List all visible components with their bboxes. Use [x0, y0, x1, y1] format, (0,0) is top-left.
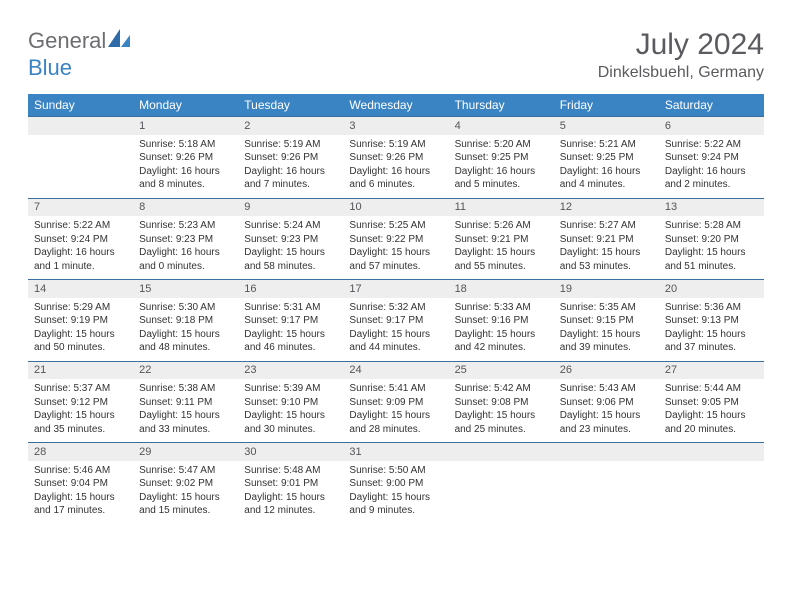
day-number-cell: 1: [133, 117, 238, 135]
day-detail-cell: Sunrise: 5:29 AMSunset: 9:19 PMDaylight:…: [28, 298, 133, 362]
day-number-cell: 14: [28, 280, 133, 298]
day-number-cell: 30: [238, 443, 343, 461]
day-number-cell: 31: [343, 443, 448, 461]
day-detail-row: Sunrise: 5:18 AMSunset: 9:26 PMDaylight:…: [28, 135, 764, 199]
day-detail-cell: Sunrise: 5:47 AMSunset: 9:02 PMDaylight:…: [133, 461, 238, 524]
day-detail-cell: Sunrise: 5:22 AMSunset: 9:24 PMDaylight:…: [28, 216, 133, 280]
brand-text-blue: Blue: [28, 55, 72, 80]
page-header: GeneralBlue July 2024 Dinkelsbuehl, Germ…: [28, 28, 764, 82]
day-number-cell: [659, 443, 764, 461]
day-number-cell: 15: [133, 280, 238, 298]
day-detail-row: Sunrise: 5:46 AMSunset: 9:04 PMDaylight:…: [28, 461, 764, 524]
day-detail-cell: Sunrise: 5:37 AMSunset: 9:12 PMDaylight:…: [28, 379, 133, 443]
brand-text: GeneralBlue: [28, 28, 130, 81]
day-number-cell: 18: [449, 280, 554, 298]
day-detail-cell: Sunrise: 5:39 AMSunset: 9:10 PMDaylight:…: [238, 379, 343, 443]
title-block: July 2024 Dinkelsbuehl, Germany: [598, 28, 764, 82]
day-number-row: 28293031: [28, 443, 764, 461]
day-number-cell: 16: [238, 280, 343, 298]
day-number-cell: [28, 117, 133, 135]
day-number-cell: 17: [343, 280, 448, 298]
day-number-row: 123456: [28, 117, 764, 135]
day-number-cell: 5: [554, 117, 659, 135]
weekday-header: Thursday: [449, 94, 554, 117]
weekday-header: Saturday: [659, 94, 764, 117]
day-detail-cell: Sunrise: 5:19 AMSunset: 9:26 PMDaylight:…: [238, 135, 343, 199]
day-number-cell: 3: [343, 117, 448, 135]
day-detail-cell: Sunrise: 5:48 AMSunset: 9:01 PMDaylight:…: [238, 461, 343, 524]
day-number-cell: 11: [449, 198, 554, 216]
day-number-cell: 9: [238, 198, 343, 216]
day-detail-cell: Sunrise: 5:35 AMSunset: 9:15 PMDaylight:…: [554, 298, 659, 362]
day-detail-row: Sunrise: 5:22 AMSunset: 9:24 PMDaylight:…: [28, 216, 764, 280]
day-number-row: 21222324252627: [28, 361, 764, 379]
day-detail-cell: Sunrise: 5:31 AMSunset: 9:17 PMDaylight:…: [238, 298, 343, 362]
day-detail-cell: Sunrise: 5:50 AMSunset: 9:00 PMDaylight:…: [343, 461, 448, 524]
day-number-cell: 21: [28, 361, 133, 379]
weekday-header: Friday: [554, 94, 659, 117]
day-detail-cell: Sunrise: 5:30 AMSunset: 9:18 PMDaylight:…: [133, 298, 238, 362]
day-number-cell: 7: [28, 198, 133, 216]
day-detail-cell: Sunrise: 5:38 AMSunset: 9:11 PMDaylight:…: [133, 379, 238, 443]
day-detail-cell: Sunrise: 5:18 AMSunset: 9:26 PMDaylight:…: [133, 135, 238, 199]
day-detail-row: Sunrise: 5:29 AMSunset: 9:19 PMDaylight:…: [28, 298, 764, 362]
day-number-cell: 27: [659, 361, 764, 379]
day-number-cell: 29: [133, 443, 238, 461]
brand-text-gray: General: [28, 28, 106, 53]
page-title: July 2024: [598, 28, 764, 62]
brand-sail-icon: [108, 29, 130, 55]
day-detail-cell: Sunrise: 5:27 AMSunset: 9:21 PMDaylight:…: [554, 216, 659, 280]
weekday-header: Sunday: [28, 94, 133, 117]
day-number-cell: 28: [28, 443, 133, 461]
day-detail-row: Sunrise: 5:37 AMSunset: 9:12 PMDaylight:…: [28, 379, 764, 443]
page-subtitle: Dinkelsbuehl, Germany: [598, 64, 764, 82]
day-number-cell: 8: [133, 198, 238, 216]
day-number-cell: 19: [554, 280, 659, 298]
day-number-cell: 6: [659, 117, 764, 135]
day-number-cell: 4: [449, 117, 554, 135]
day-detail-cell: Sunrise: 5:23 AMSunset: 9:23 PMDaylight:…: [133, 216, 238, 280]
day-number-cell: 10: [343, 198, 448, 216]
day-detail-cell: Sunrise: 5:24 AMSunset: 9:23 PMDaylight:…: [238, 216, 343, 280]
day-number-cell: 13: [659, 198, 764, 216]
day-detail-cell: Sunrise: 5:22 AMSunset: 9:24 PMDaylight:…: [659, 135, 764, 199]
calendar-header-row: SundayMondayTuesdayWednesdayThursdayFrid…: [28, 94, 764, 117]
day-detail-cell: Sunrise: 5:44 AMSunset: 9:05 PMDaylight:…: [659, 379, 764, 443]
day-detail-cell: [28, 135, 133, 199]
day-detail-cell: Sunrise: 5:42 AMSunset: 9:08 PMDaylight:…: [449, 379, 554, 443]
day-detail-cell: Sunrise: 5:26 AMSunset: 9:21 PMDaylight:…: [449, 216, 554, 280]
day-number-cell: [449, 443, 554, 461]
day-detail-cell: Sunrise: 5:19 AMSunset: 9:26 PMDaylight:…: [343, 135, 448, 199]
day-detail-cell: Sunrise: 5:36 AMSunset: 9:13 PMDaylight:…: [659, 298, 764, 362]
day-detail-cell: Sunrise: 5:46 AMSunset: 9:04 PMDaylight:…: [28, 461, 133, 524]
day-number-row: 78910111213: [28, 198, 764, 216]
day-number-cell: 26: [554, 361, 659, 379]
calendar-page: GeneralBlue July 2024 Dinkelsbuehl, Germ…: [0, 0, 792, 524]
day-number-cell: 2: [238, 117, 343, 135]
day-number-cell: 23: [238, 361, 343, 379]
day-detail-cell: Sunrise: 5:21 AMSunset: 9:25 PMDaylight:…: [554, 135, 659, 199]
weekday-header: Monday: [133, 94, 238, 117]
day-detail-cell: Sunrise: 5:41 AMSunset: 9:09 PMDaylight:…: [343, 379, 448, 443]
day-detail-cell: Sunrise: 5:25 AMSunset: 9:22 PMDaylight:…: [343, 216, 448, 280]
weekday-header: Wednesday: [343, 94, 448, 117]
day-number-cell: 20: [659, 280, 764, 298]
day-number-cell: 25: [449, 361, 554, 379]
day-number-cell: [554, 443, 659, 461]
day-detail-cell: Sunrise: 5:28 AMSunset: 9:20 PMDaylight:…: [659, 216, 764, 280]
day-detail-cell: Sunrise: 5:33 AMSunset: 9:16 PMDaylight:…: [449, 298, 554, 362]
brand-logo: GeneralBlue: [28, 28, 130, 81]
day-number-cell: 12: [554, 198, 659, 216]
weekday-header: Tuesday: [238, 94, 343, 117]
day-detail-cell: [659, 461, 764, 524]
day-detail-cell: Sunrise: 5:20 AMSunset: 9:25 PMDaylight:…: [449, 135, 554, 199]
day-number-cell: 24: [343, 361, 448, 379]
day-detail-cell: Sunrise: 5:43 AMSunset: 9:06 PMDaylight:…: [554, 379, 659, 443]
calendar-table: SundayMondayTuesdayWednesdayThursdayFrid…: [28, 94, 764, 524]
day-number-row: 14151617181920: [28, 280, 764, 298]
day-detail-cell: [449, 461, 554, 524]
day-number-cell: 22: [133, 361, 238, 379]
day-detail-cell: Sunrise: 5:32 AMSunset: 9:17 PMDaylight:…: [343, 298, 448, 362]
day-detail-cell: [554, 461, 659, 524]
